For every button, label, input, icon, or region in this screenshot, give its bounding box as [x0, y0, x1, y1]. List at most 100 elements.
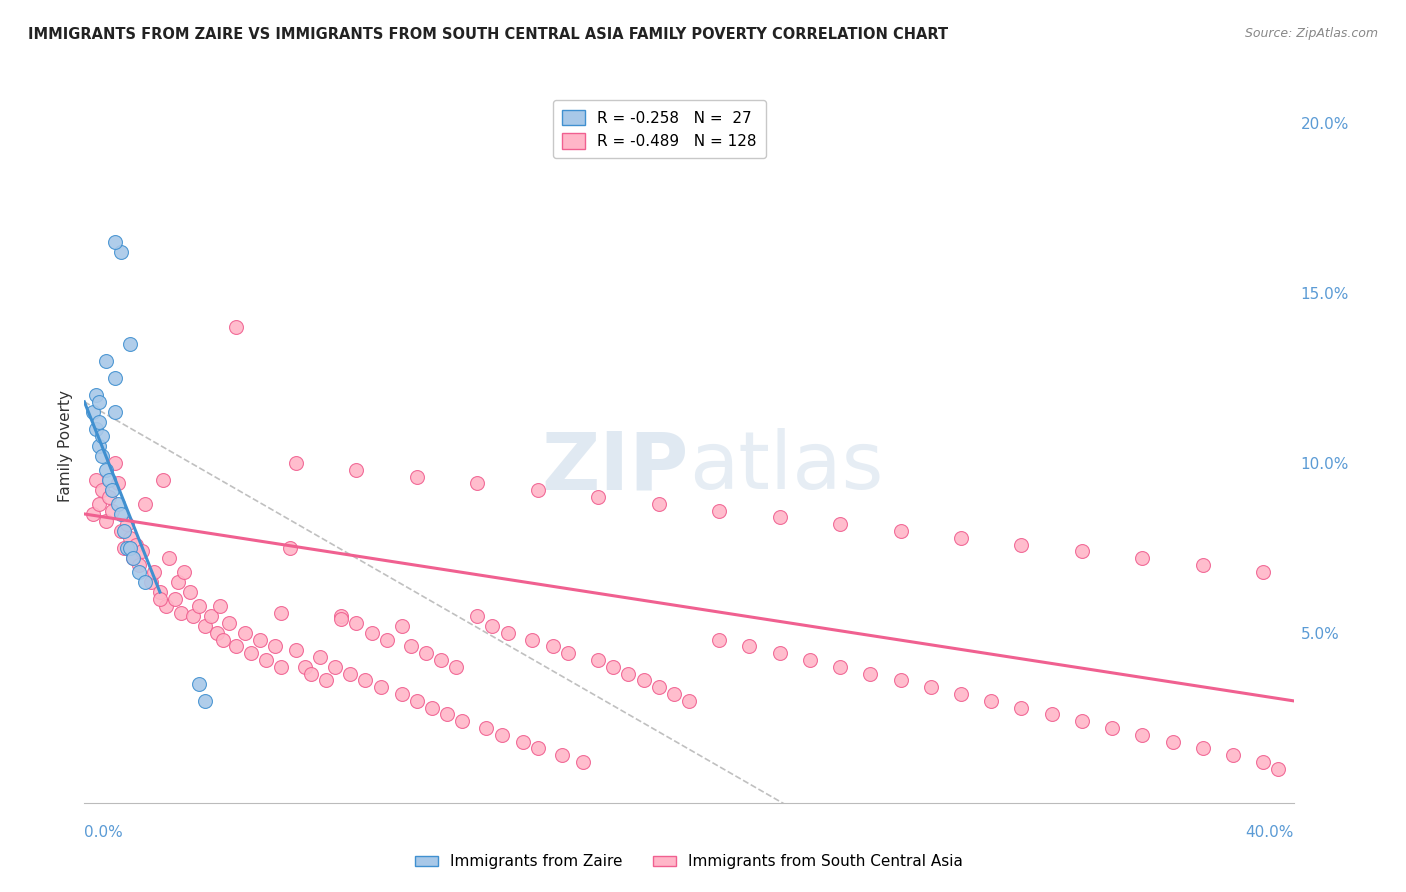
Point	[225, 640, 247, 654]
Point	[1222, 748, 1244, 763]
Point	[134, 497, 156, 511]
Point	[125, 537, 148, 551]
Point	[799, 653, 821, 667]
Point	[134, 574, 156, 589]
Point	[100, 483, 122, 498]
Point	[131, 544, 153, 558]
Point	[330, 608, 353, 623]
Text: 0.0%: 0.0%	[84, 825, 124, 840]
Point	[173, 565, 195, 579]
Point	[648, 497, 671, 511]
Point	[1130, 551, 1153, 566]
Point	[370, 680, 392, 694]
Point	[527, 741, 550, 756]
Point	[346, 615, 368, 630]
Point	[1253, 565, 1275, 579]
Point	[662, 687, 685, 701]
Point	[100, 503, 122, 517]
Point	[118, 541, 141, 555]
Point	[1101, 721, 1123, 735]
Point	[139, 574, 162, 589]
Point	[406, 694, 429, 708]
Point	[104, 371, 127, 385]
Point	[1192, 558, 1215, 572]
Text: atlas: atlas	[689, 428, 883, 507]
Point	[142, 565, 165, 579]
Point	[420, 700, 443, 714]
Point	[323, 660, 346, 674]
Point	[451, 714, 474, 729]
Point	[86, 422, 108, 436]
Point	[181, 608, 204, 623]
Point	[200, 608, 222, 623]
Point	[112, 541, 135, 555]
Point	[315, 673, 337, 688]
Point	[94, 354, 117, 368]
Point	[339, 666, 361, 681]
Point	[890, 673, 912, 688]
Point	[167, 574, 190, 589]
Point	[104, 405, 127, 419]
Point	[188, 677, 211, 691]
Point	[769, 510, 792, 524]
Point	[444, 660, 467, 674]
Point	[115, 541, 138, 555]
Point	[179, 585, 201, 599]
Point	[97, 473, 120, 487]
Point	[270, 660, 292, 674]
Point	[391, 619, 413, 633]
Point	[121, 551, 143, 566]
Point	[110, 245, 132, 260]
Point	[82, 405, 104, 419]
Point	[82, 507, 104, 521]
Point	[551, 748, 574, 763]
Point	[294, 660, 316, 674]
Point	[188, 599, 211, 613]
Point	[1130, 728, 1153, 742]
Point	[152, 473, 174, 487]
Point	[648, 680, 671, 694]
Point	[709, 632, 731, 647]
Point	[278, 541, 301, 555]
Text: 40.0%: 40.0%	[1246, 825, 1294, 840]
Point	[415, 646, 437, 660]
Point	[980, 694, 1002, 708]
Point	[233, 626, 256, 640]
Point	[602, 660, 624, 674]
Point	[194, 619, 217, 633]
Point	[330, 612, 353, 626]
Point	[207, 626, 229, 640]
Point	[91, 483, 114, 498]
Point	[104, 235, 127, 249]
Point	[149, 591, 172, 606]
Point	[239, 646, 262, 660]
Point	[194, 694, 217, 708]
Point	[588, 490, 610, 504]
Text: ZIP: ZIP	[541, 428, 689, 507]
Point	[520, 632, 543, 647]
Point	[89, 415, 111, 429]
Point	[1192, 741, 1215, 756]
Point	[617, 666, 640, 681]
Point	[212, 632, 235, 647]
Point	[89, 497, 111, 511]
Point	[155, 599, 177, 613]
Point	[110, 507, 132, 521]
Point	[225, 320, 247, 334]
Point	[118, 531, 141, 545]
Point	[107, 497, 129, 511]
Point	[89, 394, 111, 409]
Point	[94, 514, 117, 528]
Point	[285, 643, 308, 657]
Point	[91, 449, 114, 463]
Point	[859, 666, 882, 681]
Point	[588, 653, 610, 667]
Point	[254, 653, 277, 667]
Point	[346, 463, 368, 477]
Point	[769, 646, 792, 660]
Point	[633, 673, 655, 688]
Point	[149, 585, 172, 599]
Point	[112, 524, 135, 538]
Point	[436, 707, 458, 722]
Point	[527, 483, 550, 498]
